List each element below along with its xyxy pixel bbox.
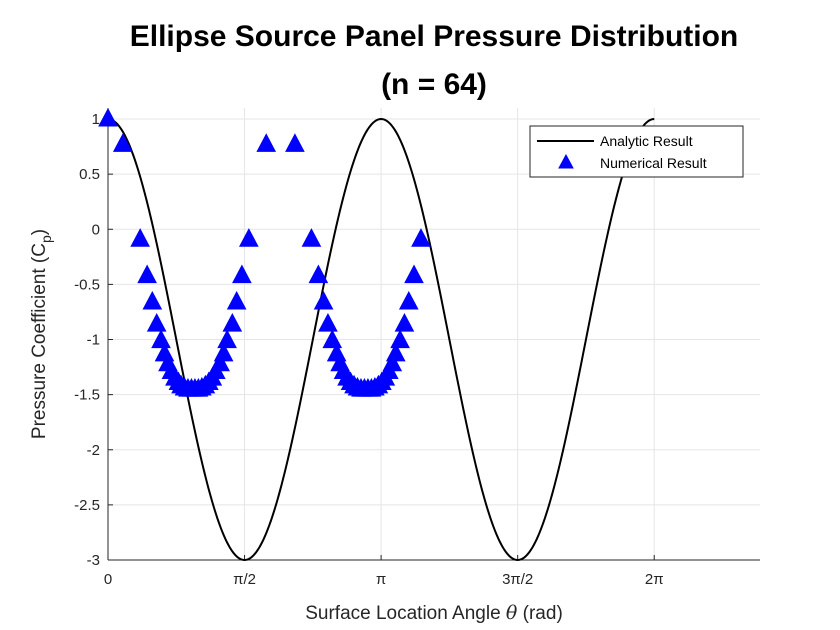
numerical-point [313,290,334,310]
x-tick-label: π [376,571,386,588]
legend-analytic-label: Analytic Result [600,133,693,149]
numerical-point [146,313,167,332]
y-tick-label: 1 [92,111,100,128]
x-axis-label: Surface Location Angle θ (rad) [305,602,563,624]
numerical-point [285,133,305,152]
y-tick-label: 0 [92,221,100,238]
numerical-point [213,342,234,362]
y-tick-label: -0.5 [74,276,100,293]
numerical-point [210,352,230,372]
numerical-point [226,290,247,310]
axes [107,108,760,561]
plot-area [108,108,760,560]
series [98,107,655,562]
legend-numerical-swatch [558,153,574,169]
x-axis-label-prefix: Surface Location Angle [305,603,506,624]
x-tick-label: 3π/2 [502,571,533,588]
y-axis-label-close: ) [29,229,50,235]
numerical-point [404,264,424,284]
y-tick-label: -1.5 [74,387,100,404]
numerical-point [385,342,406,362]
y-axis-label: Pressure Coefficient (Cp) [29,229,54,439]
chart-subtitle: (n = 64) [381,68,487,101]
numerical-point [232,264,252,284]
y-tick-label: -2.5 [74,497,100,514]
y-ticks: 1 0.5 0 -0.5 -1 -1.5 -2 -2.5 -3 [74,111,113,569]
y-axis-label-main: Pressure Coefficient (C [29,243,50,439]
numerical-point [112,133,133,152]
numerical-point [142,290,163,310]
numerical-point [394,313,415,332]
legend-numerical-label: Numerical Result [600,155,707,171]
x-tick-label: 2π [645,571,664,588]
numerical-point [398,290,419,310]
x-tick-label: 0 [104,571,112,588]
y-axis-label-subscript: p [38,235,54,243]
numerical-point [382,352,403,372]
numerical-point [217,329,237,349]
numerical-point [390,329,410,349]
numerical-point [130,228,150,247]
numerical-point [222,313,243,332]
numerical-point [239,228,259,247]
numerical-point [411,228,431,247]
x-axis-label-symbol: θ [506,602,518,624]
y-tick-label: 0.5 [79,166,100,183]
y-tick-label: -1 [87,332,100,349]
numerical-point [137,264,157,284]
analytic-curve [107,118,655,562]
numerical-point [318,313,338,332]
numerical-point [308,264,329,284]
numerical-point [98,107,118,127]
numerical-point [301,228,322,247]
x-ticks: 0 π/2 π 3π/2 2π [104,555,664,588]
y-tick-label: -3 [87,552,100,569]
legend: Analytic Result Numerical Result [529,125,744,178]
numerical-point [256,133,277,152]
y-tick-label: -2 [87,442,100,459]
numerical-point [151,329,171,349]
x-axis-label-suffix: (rad) [517,603,562,624]
x-tick-label: π/2 [233,571,256,588]
chart-title: Ellipse Source Panel Pressure Distributi… [130,20,739,53]
